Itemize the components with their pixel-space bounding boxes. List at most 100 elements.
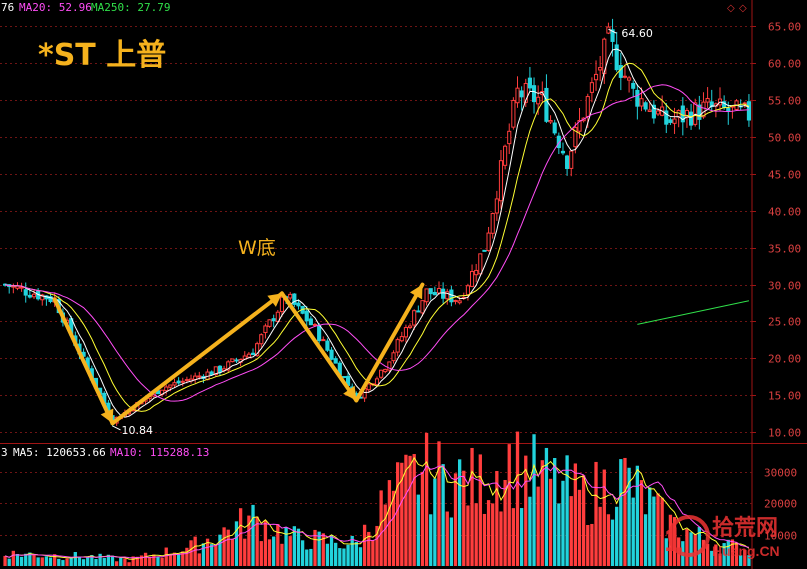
candle-body bbox=[197, 375, 202, 378]
volume-bar bbox=[28, 552, 32, 566]
volume-bar bbox=[57, 558, 61, 566]
volume-bar bbox=[131, 556, 135, 566]
candle-body bbox=[457, 300, 462, 304]
volume-bar bbox=[106, 554, 111, 566]
volume-ma5-line bbox=[4, 456, 750, 560]
candle-body bbox=[697, 104, 702, 120]
volume-bar bbox=[152, 554, 156, 566]
candle-body bbox=[478, 253, 483, 275]
candle-body bbox=[325, 340, 330, 351]
candle-body bbox=[569, 150, 574, 169]
candle-body bbox=[209, 371, 214, 376]
candle-body bbox=[469, 271, 475, 287]
low-marker-line bbox=[112, 425, 121, 431]
candle-body bbox=[593, 73, 599, 81]
high-price-label: 64.60 bbox=[621, 27, 653, 40]
candle-body bbox=[577, 119, 582, 132]
volume-bar bbox=[619, 459, 623, 566]
volume-bar bbox=[416, 494, 420, 566]
volume-bar bbox=[123, 558, 127, 566]
volume-bar bbox=[635, 465, 640, 566]
price-tick-label: 15.00 bbox=[768, 390, 801, 403]
price-tick-label: 25.00 bbox=[768, 316, 801, 329]
volume-bar bbox=[32, 554, 36, 566]
ma20-readout: MA20: 52.96 bbox=[19, 1, 92, 14]
candle-body bbox=[379, 369, 384, 378]
candle-body bbox=[226, 361, 231, 371]
volume-bar bbox=[701, 539, 706, 566]
volume-bar bbox=[482, 513, 487, 566]
candle-body bbox=[432, 291, 437, 296]
volume-bar bbox=[139, 555, 144, 566]
volume-bar bbox=[441, 464, 445, 566]
candle-body bbox=[255, 343, 260, 357]
volume-bar bbox=[412, 454, 416, 566]
volume-ma10-readout: MA10: 115288.13 bbox=[110, 446, 209, 459]
candle-body bbox=[531, 85, 537, 103]
candle-body bbox=[366, 383, 371, 391]
volume-ma10-line bbox=[4, 464, 750, 559]
candle-body bbox=[565, 155, 570, 169]
volume-bar bbox=[172, 552, 177, 566]
volume-bar bbox=[660, 497, 664, 566]
volume-bar bbox=[160, 557, 164, 566]
volume-bar bbox=[243, 538, 247, 566]
ma-readout-0: 76 bbox=[1, 1, 14, 14]
candle-body bbox=[399, 336, 404, 342]
volume-bar bbox=[329, 535, 334, 566]
volume-bar bbox=[747, 555, 751, 566]
candle-body bbox=[519, 90, 524, 98]
volume-bar bbox=[164, 547, 168, 566]
candle-body bbox=[428, 288, 433, 295]
volume-bar bbox=[648, 487, 652, 566]
candle-body bbox=[536, 96, 541, 105]
volume-bar bbox=[40, 557, 44, 566]
diamond-icon[interactable]: ◇ bbox=[727, 3, 735, 14]
volume-bar bbox=[424, 432, 429, 566]
candle-body bbox=[560, 150, 566, 154]
volume-bar bbox=[193, 536, 197, 566]
candle-body bbox=[259, 334, 264, 345]
price-tick-label: 60.00 bbox=[768, 58, 801, 71]
volume-bar bbox=[722, 543, 726, 566]
candle-body bbox=[498, 160, 504, 202]
volume-bar bbox=[569, 496, 573, 566]
volume-bar bbox=[726, 539, 730, 566]
candle-body bbox=[374, 378, 380, 386]
price-tick-label: 45.00 bbox=[768, 169, 801, 182]
volume-bar bbox=[672, 517, 677, 566]
candle-body bbox=[172, 382, 177, 386]
volume-bar bbox=[453, 473, 458, 566]
volume-bar bbox=[705, 543, 710, 566]
diamond-icon[interactable]: ◇ bbox=[739, 3, 747, 14]
volume-bar bbox=[65, 558, 69, 566]
volume-bar bbox=[210, 544, 214, 566]
volume-bar bbox=[61, 560, 65, 566]
svg-text:Huang.CN: Huang.CN bbox=[712, 543, 780, 559]
candle-body bbox=[631, 82, 636, 89]
volume-bar bbox=[449, 517, 454, 566]
candle-body bbox=[383, 368, 388, 373]
candle-body bbox=[655, 110, 661, 115]
volume-bar bbox=[292, 526, 297, 566]
volume-bar bbox=[255, 516, 259, 566]
volume-bar bbox=[354, 541, 358, 566]
candle-body bbox=[490, 213, 495, 234]
volume-bar bbox=[90, 555, 94, 566]
volume-bar bbox=[507, 444, 511, 566]
volume-bar bbox=[127, 562, 131, 566]
price-markers: 10.84 64.60 bbox=[112, 27, 653, 437]
candle-body bbox=[668, 119, 673, 123]
ma10-line bbox=[4, 62, 750, 412]
candle-body bbox=[552, 122, 557, 134]
candle-body bbox=[184, 379, 189, 382]
volume-bar bbox=[474, 503, 478, 566]
volume-bar bbox=[693, 533, 697, 566]
candle-body bbox=[317, 324, 322, 342]
candle-body bbox=[701, 101, 706, 118]
volume-bar bbox=[338, 548, 342, 566]
volume-bar bbox=[391, 490, 396, 566]
volume-bar bbox=[325, 543, 330, 566]
